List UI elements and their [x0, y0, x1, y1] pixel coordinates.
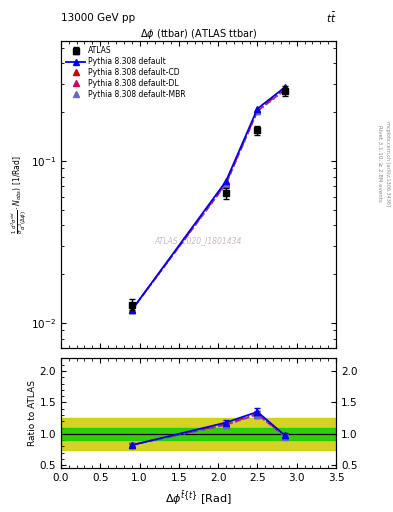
X-axis label: $\Delta\phi^{\bar{t}\{t\}}$ [Rad]: $\Delta\phi^{\bar{t}\{t\}}$ [Rad] [165, 489, 232, 506]
Text: ATLAS_2020_I1801434: ATLAS_2020_I1801434 [155, 236, 242, 245]
Y-axis label: $\frac{1}{\sigma}\frac{d^2\sigma^{std}}{d^2(\Delta\phi)}\cdot N_{obs}$) [1/Rad]: $\frac{1}{\sigma}\frac{d^2\sigma^{std}}{… [9, 155, 28, 234]
Y-axis label: Ratio to ATLAS: Ratio to ATLAS [28, 380, 37, 446]
Title: $\Delta\phi$ (ttbar) (ATLAS ttbar): $\Delta\phi$ (ttbar) (ATLAS ttbar) [140, 27, 257, 41]
Text: 13000 GeV pp: 13000 GeV pp [61, 13, 135, 23]
Legend: ATLAS, Pythia 8.308 default, Pythia 8.308 default-CD, Pythia 8.308 default-DL, P: ATLAS, Pythia 8.308 default, Pythia 8.30… [65, 45, 187, 100]
Text: $t\bar{t}$: $t\bar{t}$ [325, 11, 336, 25]
Text: mcplots.cern.ch [arXiv:1306.3436]: mcplots.cern.ch [arXiv:1306.3436] [385, 121, 389, 206]
Text: Rivet 3.1.10, ≥ 2.8M events: Rivet 3.1.10, ≥ 2.8M events [377, 125, 382, 202]
